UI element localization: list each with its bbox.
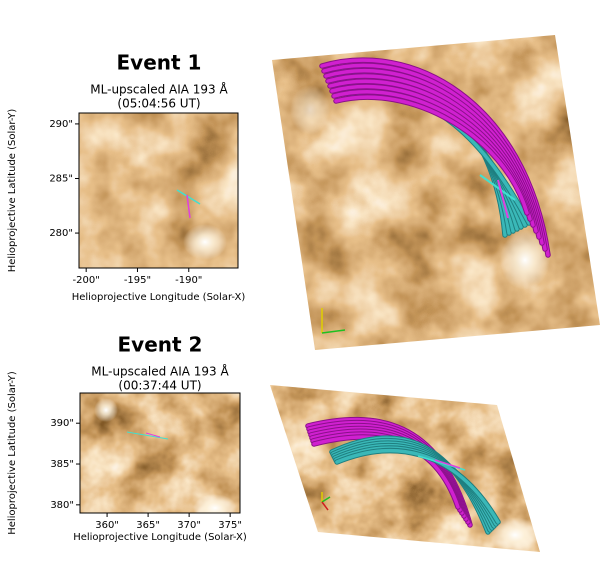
magenta-marker bbox=[497, 179, 509, 219]
magenta-marker bbox=[434, 459, 461, 469]
chart-title: Event 1 bbox=[117, 51, 202, 75]
chart-subtitle: (05:04:56 UT) bbox=[117, 97, 200, 111]
x-tick-label: 365" bbox=[136, 520, 160, 531]
x-axis-label: Helioprojective Longitude (Solar-X) bbox=[73, 532, 247, 543]
bright-spot bbox=[490, 517, 540, 552]
field-lines bbox=[319, 57, 551, 258]
x-tick-label: 360" bbox=[95, 520, 119, 531]
cyan-marker bbox=[126, 431, 169, 440]
y-axis-label: Helioprojective Latitude (Solar-Y) bbox=[7, 371, 18, 535]
bright-spot bbox=[500, 230, 550, 290]
y-tick-label: 380" bbox=[50, 500, 74, 511]
field-line bbox=[335, 448, 500, 524]
y-tick-label: 385" bbox=[50, 459, 74, 470]
magenta-marker bbox=[145, 432, 161, 438]
image-panel bbox=[79, 113, 238, 268]
y-axis-label: Helioprojective Latitude (Solar-Y) bbox=[7, 109, 18, 273]
x-tick-label: -200" bbox=[73, 275, 100, 286]
axis-arrow bbox=[321, 501, 329, 511]
y-tick-label: 390" bbox=[50, 418, 74, 429]
render-3d bbox=[270, 385, 540, 552]
chart-subtitle: ML-upscaled AIA 193 Å bbox=[90, 82, 228, 97]
axis-arrow bbox=[321, 329, 346, 334]
bright-spot bbox=[183, 224, 227, 260]
image-panel bbox=[80, 393, 240, 513]
chart-subtitle: (00:37:44 UT) bbox=[118, 379, 201, 393]
x-tick-label: -190" bbox=[175, 275, 202, 286]
cyan-marker bbox=[176, 189, 201, 205]
x-tick-label: 370" bbox=[177, 520, 201, 531]
x-tick-label: -195" bbox=[124, 275, 151, 286]
chart-subtitle: ML-upscaled AIA 193 Å bbox=[91, 364, 229, 379]
y-tick-label: 280" bbox=[49, 228, 73, 239]
bright-spot bbox=[94, 398, 118, 422]
y-tick-label: 285" bbox=[49, 173, 73, 184]
bright-spot bbox=[193, 494, 237, 513]
axis-arrow bbox=[321, 496, 331, 503]
axes-frame bbox=[78, 112, 239, 269]
axes-frame bbox=[79, 392, 241, 514]
y-tick-label: 290" bbox=[49, 119, 73, 130]
field-line bbox=[334, 95, 529, 215]
chart-title: Event 2 bbox=[118, 333, 203, 357]
cyan-marker bbox=[479, 174, 516, 201]
bright-spot bbox=[290, 85, 330, 135]
render-3d bbox=[272, 35, 600, 350]
magenta-marker bbox=[186, 194, 191, 219]
x-axis-label: Helioprojective Longitude (Solar-X) bbox=[72, 292, 246, 303]
x-tick-label: 375" bbox=[218, 520, 242, 531]
field-lines bbox=[305, 416, 501, 535]
